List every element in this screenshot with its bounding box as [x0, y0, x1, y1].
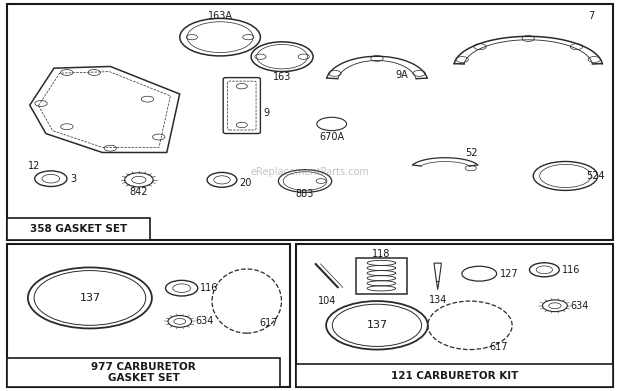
Text: 617: 617 — [259, 317, 278, 328]
Text: 670A: 670A — [319, 132, 344, 142]
Text: 883: 883 — [296, 189, 314, 199]
Text: 163: 163 — [273, 72, 291, 82]
Text: 137: 137 — [366, 320, 388, 330]
Text: 9: 9 — [264, 108, 270, 118]
Text: 12: 12 — [28, 161, 40, 171]
Text: eReplacementParts.com: eReplacementParts.com — [250, 167, 370, 177]
Bar — [7, 218, 150, 240]
Text: 52: 52 — [465, 148, 477, 158]
Text: 127: 127 — [500, 269, 518, 279]
Text: 977 CARBURETOR
GASKET SET: 977 CARBURETOR GASKET SET — [92, 362, 196, 383]
Text: 20: 20 — [239, 178, 252, 188]
Text: 163A: 163A — [208, 11, 232, 21]
Text: 3: 3 — [70, 174, 76, 184]
Polygon shape — [327, 56, 427, 79]
Text: 137: 137 — [79, 293, 100, 303]
Bar — [356, 258, 407, 294]
Bar — [7, 358, 280, 387]
Text: 116: 116 — [562, 265, 580, 275]
Bar — [7, 244, 290, 387]
Bar — [7, 4, 613, 240]
Polygon shape — [413, 158, 477, 166]
Text: 617: 617 — [490, 342, 508, 352]
Text: 842: 842 — [130, 187, 148, 197]
Text: 134: 134 — [428, 295, 447, 305]
Text: 116: 116 — [200, 283, 218, 293]
Text: 118: 118 — [372, 249, 391, 259]
Polygon shape — [454, 36, 602, 64]
Polygon shape — [434, 263, 441, 282]
Text: 104: 104 — [317, 296, 336, 306]
Text: 7: 7 — [588, 11, 594, 21]
Bar — [296, 244, 613, 387]
Text: 358 GASKET SET: 358 GASKET SET — [30, 224, 127, 234]
Text: 9A: 9A — [396, 70, 409, 80]
Text: 524: 524 — [586, 171, 604, 181]
Bar — [296, 364, 613, 387]
Text: 634: 634 — [570, 301, 589, 311]
Text: 634: 634 — [195, 316, 214, 326]
Text: 121 CARBURETOR KIT: 121 CARBURETOR KIT — [391, 371, 518, 381]
